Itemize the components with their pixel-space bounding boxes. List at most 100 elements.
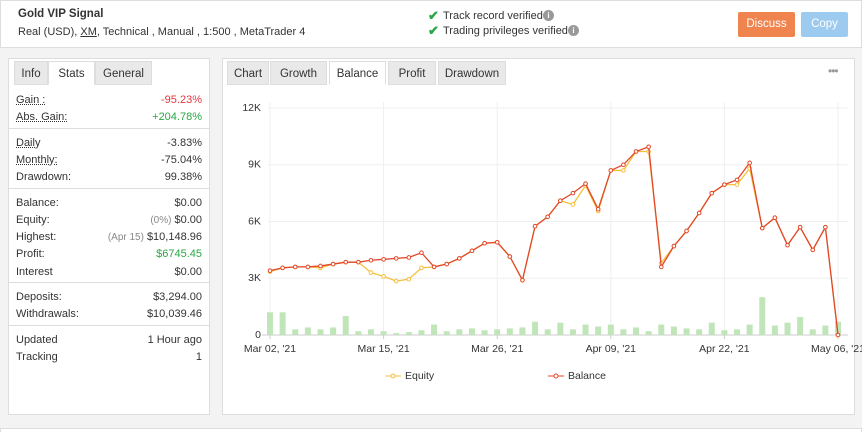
series-point xyxy=(835,332,841,338)
chart-tab[interactable]: Growth xyxy=(270,61,327,85)
volume-bar xyxy=(645,331,652,335)
volume-bar xyxy=(418,330,425,335)
x-tick-label: Apr 09, '21 xyxy=(586,343,637,355)
series-point xyxy=(595,206,601,212)
series-point xyxy=(280,265,285,271)
button[interactable]: Copy xyxy=(801,12,848,37)
series-point xyxy=(431,264,437,270)
series-point xyxy=(722,182,727,187)
stat-value-wrap: $0.00 xyxy=(174,264,202,280)
menu-dots[interactable]: ••• xyxy=(828,64,839,78)
series-point xyxy=(671,243,677,249)
stat-value-wrap: -75.04% xyxy=(161,152,202,168)
stat-label: Balance: xyxy=(16,196,59,209)
series-point xyxy=(646,144,651,150)
stat-label: Interest xyxy=(16,265,53,278)
stat-value: -75.04% xyxy=(161,153,202,166)
volume-bar xyxy=(279,312,286,335)
series-point xyxy=(658,264,664,270)
volume-bar xyxy=(835,321,841,335)
volume-bar xyxy=(506,328,513,335)
info-tab[interactable]: Stats xyxy=(48,61,95,85)
y-tick-label: 0 xyxy=(255,329,261,341)
chart-panel xyxy=(222,58,855,415)
volume-bar xyxy=(267,312,273,335)
chart-tab[interactable]: Profit xyxy=(388,61,436,85)
volume-bar xyxy=(771,325,778,335)
stat-row: Gain : -95.23% xyxy=(16,92,202,108)
stat-value: $0.00 xyxy=(174,213,202,226)
series-point xyxy=(356,259,361,265)
stat-value: $6745.45 xyxy=(156,248,202,261)
stat-value: 99.38% xyxy=(164,171,202,184)
x-tick-label: Mar 15, '21 xyxy=(357,343,409,355)
volume-bar xyxy=(670,326,677,335)
chart-tab[interactable]: Balance xyxy=(329,61,386,85)
series-point xyxy=(797,224,803,230)
stat-value-wrap: $10,039.46 xyxy=(147,306,202,322)
volume-bar xyxy=(633,327,640,335)
volume-bar xyxy=(784,322,791,335)
separator xyxy=(8,187,209,189)
series-point xyxy=(381,274,386,279)
stat-label: Daily xyxy=(16,136,41,149)
stat-label: Monthly: xyxy=(16,153,58,166)
series-point xyxy=(482,240,487,246)
series-point xyxy=(507,254,513,259)
chart-tab[interactable]: Drawdown xyxy=(438,61,506,85)
stat-label: Updated xyxy=(16,333,58,346)
volume-bar xyxy=(708,322,715,335)
series-point xyxy=(381,257,386,262)
series-point xyxy=(368,257,374,263)
series-point xyxy=(419,250,424,256)
volume-bar xyxy=(456,329,463,335)
volume-bar xyxy=(292,329,299,335)
info-tab[interactable]: Info xyxy=(14,61,48,85)
check-icon: ✔ xyxy=(428,23,439,38)
stat-row: Balance: $0.00 xyxy=(16,195,202,211)
volume-bar xyxy=(494,329,501,335)
x-tick-label: May 06, '21 xyxy=(811,343,862,355)
stat-row: Withdrawals: $10,039.46 xyxy=(16,306,202,322)
stat-value: -95.23% xyxy=(161,94,202,106)
stat-value: $0.00 xyxy=(174,196,202,209)
stat-row: Drawdown: 99.38% xyxy=(16,169,202,185)
volume-bar xyxy=(620,329,627,335)
volume-bar xyxy=(607,324,614,335)
series-point xyxy=(583,181,588,186)
stat-label: Highest: xyxy=(16,231,57,244)
stat-value-wrap: $6745.45 xyxy=(156,246,202,262)
volume-bar xyxy=(443,331,450,335)
info-tab[interactable]: General xyxy=(95,61,152,85)
broker-link[interactable]: XM xyxy=(80,26,97,38)
info-icon[interactable]: i xyxy=(568,25,579,36)
button[interactable]: Discuss xyxy=(738,12,795,37)
series-point xyxy=(734,177,740,183)
stat-value-wrap: 99.38% xyxy=(165,169,202,185)
stat-value-wrap: -3.83% xyxy=(167,135,202,151)
stat-row: Equity: (0%) $0.00 xyxy=(16,212,202,228)
series-point xyxy=(444,261,450,267)
volume-bar xyxy=(721,330,728,335)
volume-bar xyxy=(380,331,387,335)
stat-label: Equity: xyxy=(16,213,50,226)
series-point xyxy=(343,259,349,265)
stat-value: $0.00 xyxy=(174,265,202,278)
chart-tab[interactable]: Chart xyxy=(227,61,269,85)
series-point xyxy=(810,247,816,253)
series-point xyxy=(406,276,412,282)
stat-row: Highest: (Apr 15) $10,148.96 xyxy=(16,229,202,245)
volume-bar xyxy=(683,328,690,335)
stat-row: Deposits: $3,294.00 xyxy=(16,289,202,305)
info-panel xyxy=(8,58,210,415)
series-point xyxy=(457,256,462,261)
series-point xyxy=(558,198,563,203)
stat-label: Tracking xyxy=(16,350,58,363)
series-point xyxy=(570,202,576,207)
volume-bar xyxy=(393,333,400,335)
info-icon[interactable]: i xyxy=(543,10,554,21)
series-line xyxy=(269,145,839,336)
stat-row: Abs. Gain: +204.78% xyxy=(16,109,202,125)
volume-bar xyxy=(569,329,576,335)
